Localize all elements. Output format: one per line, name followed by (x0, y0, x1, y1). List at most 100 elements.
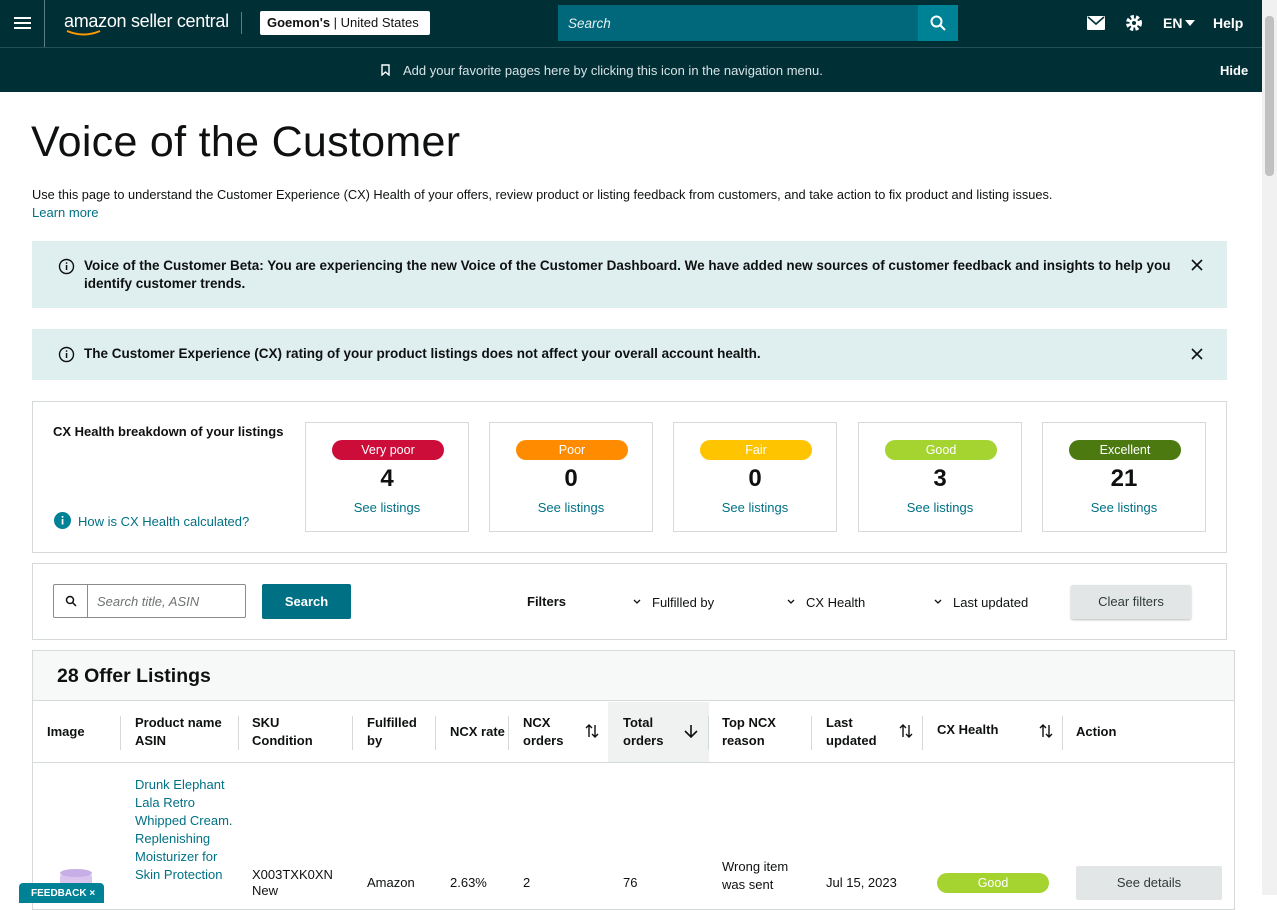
see-listings[interactable]: See listings (906, 500, 974, 515)
search-icon (930, 15, 946, 31)
top-ncx-reason: Wrong item was sent (722, 859, 789, 892)
close-icon[interactable] (1191, 259, 1203, 271)
see-listings[interactable]: See listings (353, 500, 421, 515)
search-input[interactable]: Search title, ASIN (53, 584, 246, 618)
search-icon-box (54, 585, 88, 617)
info-icon (54, 512, 71, 529)
scrollbar (1262, 0, 1277, 895)
top-nav: amazon seller central Goemon's | United … (0, 0, 1262, 47)
cx-pill: Very poor (332, 440, 444, 460)
cx-count: 21 (1110, 465, 1138, 492)
cx-health-pill: Good (937, 873, 1049, 893)
cx-pill: Poor (516, 440, 628, 460)
alert: Voice of the Customer Beta: You are expe… (32, 241, 1227, 308)
caret (633, 599, 641, 604)
see-listings[interactable]: See listings (721, 500, 789, 515)
sku: X003TXK0XN (252, 867, 333, 882)
sort-icon[interactable] (1039, 724, 1053, 738)
feedback-text: FEEDBACK (31, 888, 87, 899)
column-header[interactable]: Last updated (826, 714, 877, 750)
see-listings[interactable]: See listings (537, 500, 605, 515)
bookmark-bar: Add your favorite pages here by clicking… (0, 47, 1262, 92)
learn-more[interactable]: Learn more (32, 205, 99, 220)
see-details[interactable]: See details (1076, 866, 1222, 900)
page-description: Use this page to understand the Customer… (32, 187, 1053, 202)
settings-icon[interactable] (1125, 14, 1143, 32)
column-header[interactable]: CX Health (937, 721, 998, 739)
brand[interactable]: amazon seller central (64, 11, 229, 31)
header-text: reason (722, 733, 765, 748)
sorted-column (608, 702, 709, 762)
brand-smile (66, 30, 101, 36)
clear-filters[interactable]: Clear filters (1071, 585, 1191, 619)
column-header: SKU Condition (252, 714, 313, 750)
column-separator (1062, 716, 1063, 750)
see-listings[interactable]: See listings (1090, 500, 1158, 515)
header-text: Fulfilled (367, 715, 417, 730)
help-link[interactable]: How is CX Health calculated? (78, 514, 250, 529)
header-text: Condition (252, 733, 313, 748)
filters-label: Filters (527, 594, 567, 609)
dropdown[interactable]: CX Health (806, 595, 866, 610)
search-button[interactable]: Search (262, 584, 351, 619)
search-box[interactable]: Search (558, 5, 958, 41)
feedback-tab[interactable]: FEEDBACK × (19, 883, 104, 903)
column-header[interactable]: Total orders (623, 714, 663, 750)
cx-card[interactable]: Fair 0 See listings (673, 422, 837, 532)
scroll-thumb[interactable] (1265, 16, 1274, 176)
column-header[interactable]: NCX orders (523, 714, 563, 750)
ncx-orders: 2 (523, 875, 531, 890)
header-text: orders (623, 733, 664, 748)
store-switcher[interactable]: Goemon's | United States (260, 11, 430, 35)
search-button[interactable] (918, 5, 958, 41)
cx-card[interactable]: Very poor 4 See listings (305, 422, 469, 532)
alert: The Customer Experience (CX) rating of y… (32, 329, 1227, 380)
caret (934, 599, 942, 604)
language[interactable]: EN (1163, 15, 1183, 31)
close-icon[interactable] (1191, 348, 1203, 360)
column-separator (508, 716, 509, 750)
caret (787, 599, 795, 604)
cx-card[interactable]: Poor 0 See listings (489, 422, 653, 532)
bookmark-message: Add your favorite pages here by clicking… (403, 63, 823, 78)
header-text: Top NCX (722, 715, 776, 730)
cx-count: 4 (380, 465, 394, 492)
cx-breakdown-title: CX Health breakdown of your listings (53, 424, 284, 439)
dropdown[interactable]: Last updated (953, 595, 1029, 610)
sku-cell: X003TXK0XN New (252, 867, 333, 899)
header-text: NCX rate (450, 724, 505, 739)
alert-text: The Customer Experience (CX) rating of y… (84, 346, 761, 361)
menu-button[interactable] (0, 0, 45, 47)
column-header: Action (1076, 723, 1116, 741)
cx-pill: Fair (700, 440, 812, 460)
alert-text: Voice of the Customer Beta: You are expe… (84, 258, 1171, 291)
sort-icon[interactable] (684, 724, 698, 738)
search-icon (65, 595, 77, 607)
region: United States (340, 15, 419, 30)
hide-button[interactable]: Hide (1220, 63, 1249, 78)
sort-icon[interactable] (899, 724, 913, 738)
cx-count: 0 (564, 465, 578, 492)
help[interactable]: Help (1213, 15, 1244, 31)
header-text: SKU (252, 715, 280, 730)
table-header (33, 651, 1234, 701)
column-header: Image (47, 723, 85, 741)
product-name[interactable]: Drunk Elephant Lala Retro Whipped Cream.… (135, 777, 233, 882)
mail-icon[interactable] (1087, 16, 1105, 30)
ncx-rate: 2.63% (450, 875, 487, 890)
column-separator (435, 716, 436, 750)
header-text: Product name (135, 715, 222, 730)
page-title: Voice of the Customer (31, 118, 461, 166)
column-separator (708, 716, 709, 750)
sort-icon[interactable] (585, 724, 599, 738)
cx-count: 0 (748, 465, 762, 492)
dropdown[interactable]: Fulfilled by (652, 595, 715, 610)
total-orders: 76 (623, 875, 638, 890)
condition: New (252, 883, 279, 898)
header-divider (33, 762, 1234, 763)
info-icon (58, 346, 75, 363)
header-text: NCX (523, 715, 551, 730)
column-separator (811, 716, 812, 750)
cx-card[interactable]: Good 3 See listings (858, 422, 1022, 532)
cx-card[interactable]: Excellent 21 See listings (1042, 422, 1206, 532)
